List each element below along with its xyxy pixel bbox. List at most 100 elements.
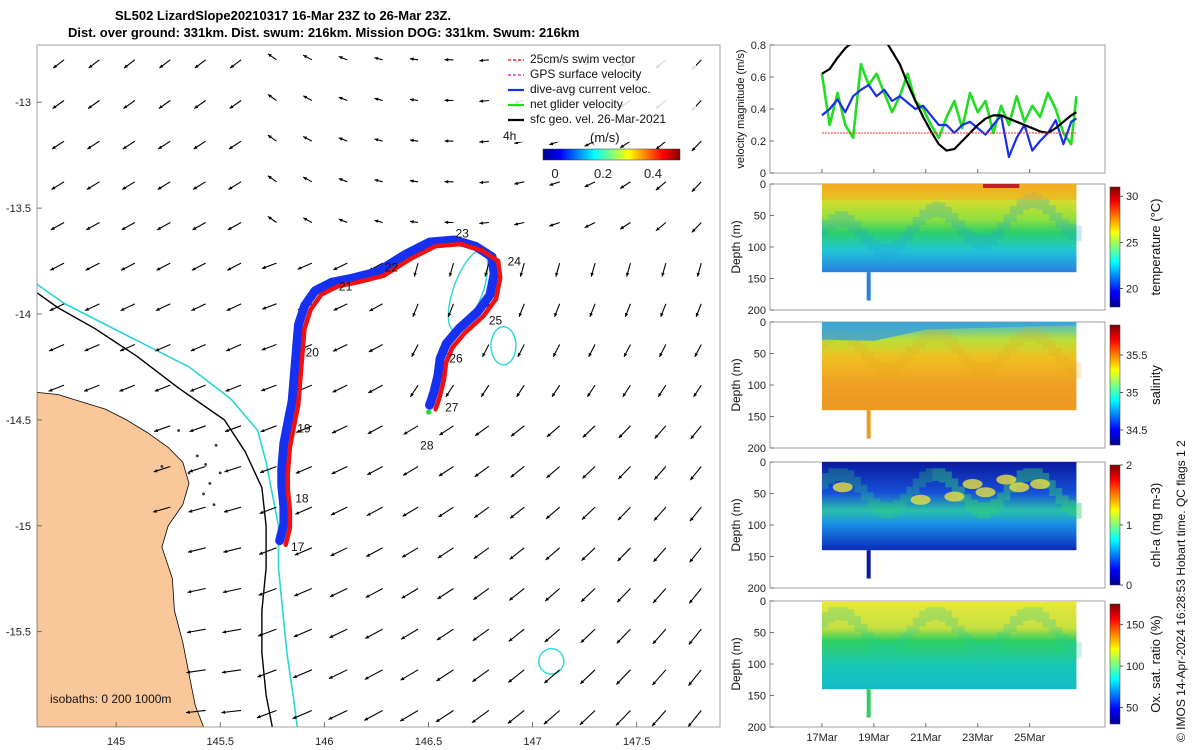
arrow-head — [581, 597, 585, 602]
section-texture — [977, 502, 985, 519]
arrow-head — [549, 182, 554, 186]
arrow-head — [584, 143, 589, 147]
arrow-head — [579, 721, 584, 725]
colorbar-unit: (m/s) — [590, 130, 620, 145]
arrow-head — [186, 670, 191, 674]
arrow-head — [691, 147, 696, 152]
x-tick-label: 145.5 — [206, 736, 234, 748]
reef-island — [187, 471, 191, 475]
section-texture — [873, 240, 881, 257]
arrow-head — [158, 105, 163, 109]
arrow-head — [437, 554, 442, 559]
arrow-head — [652, 681, 657, 686]
section-texture — [1062, 355, 1069, 372]
arrow-head — [545, 556, 550, 561]
arrow-head — [508, 637, 513, 642]
arrow-head — [331, 470, 336, 475]
section-texture — [977, 362, 985, 379]
section-texture — [1049, 619, 1056, 635]
section-ylabel: Depth (m) — [729, 637, 743, 690]
arrow-head — [549, 223, 554, 227]
arrow-head — [444, 57, 449, 62]
arrow-head — [582, 474, 587, 479]
section-data — [821, 601, 1077, 690]
arrow-head — [303, 55, 308, 59]
arrow-head — [292, 715, 297, 719]
arrow-head — [154, 428, 159, 432]
arrow-head — [85, 307, 90, 311]
day-label: 28 — [420, 439, 434, 453]
section-texture — [1023, 468, 1030, 482]
section-texture — [899, 354, 907, 370]
section-texture — [860, 228, 868, 244]
arrow-head — [479, 58, 484, 63]
section-texture — [1049, 480, 1056, 496]
section-texture — [834, 607, 842, 620]
section-texture — [945, 206, 952, 223]
hot-spot — [982, 184, 1020, 188]
arrow-head — [267, 175, 272, 180]
section-texture — [893, 359, 900, 376]
arrow-head — [544, 679, 549, 684]
section-texture — [847, 214, 855, 231]
section-texture — [821, 332, 829, 349]
section-texture — [990, 358, 998, 375]
section-texture — [1003, 623, 1011, 640]
isobath-1000m — [37, 292, 273, 727]
section-texture — [1016, 470, 1024, 487]
y-tick-label: -15.5 — [6, 627, 31, 639]
section-texture — [899, 494, 907, 510]
arrow-head — [260, 469, 265, 473]
arrow-head — [689, 599, 693, 604]
arrow-head — [546, 515, 550, 519]
arrow-head — [261, 347, 266, 351]
section-texture — [828, 468, 835, 484]
arrow-head — [654, 434, 659, 439]
arrow-head — [617, 557, 622, 562]
section-texture — [938, 468, 946, 483]
section-texture — [860, 344, 868, 361]
arrow-head — [122, 145, 127, 150]
arrow-head — [618, 475, 623, 480]
arrow-head — [338, 218, 343, 223]
arrow-head — [553, 352, 557, 357]
section-texture — [1023, 328, 1030, 342]
section-texture — [893, 638, 900, 655]
arrow-head — [86, 226, 91, 230]
arrow-head — [223, 509, 228, 513]
warm-surface — [821, 184, 1077, 200]
section-texture — [912, 617, 920, 634]
section-texture — [971, 232, 978, 249]
section-texture — [1042, 611, 1050, 628]
arrow-head — [49, 307, 54, 311]
section-texture — [1062, 219, 1069, 236]
section-texture — [932, 607, 939, 620]
arrow-head — [444, 220, 449, 225]
isobath-label: isobaths: 0 200 1000m — [50, 692, 171, 706]
arrow-head — [293, 633, 298, 638]
arrow-head — [479, 221, 484, 225]
arrow-head — [158, 145, 163, 150]
section-texture — [1003, 214, 1011, 231]
y-tick-label: 100 — [748, 380, 766, 392]
arrow-head — [584, 183, 589, 187]
section-texture — [945, 471, 952, 488]
x-tick-label: 146.5 — [415, 736, 443, 748]
arrow-head — [257, 633, 262, 637]
section-texture — [971, 499, 978, 516]
section-texture — [977, 641, 985, 658]
arrow-head — [221, 710, 226, 714]
arrow-head — [51, 186, 56, 190]
section-texture — [854, 615, 861, 632]
arrow-head — [544, 638, 549, 643]
arrow-head — [88, 105, 92, 109]
arrow-head — [402, 553, 407, 558]
arrow-head — [333, 348, 338, 352]
arrow-head — [159, 64, 164, 69]
arrow-head — [409, 57, 414, 61]
arrow-head — [444, 139, 449, 143]
colorbar-tick-label: 50 — [1126, 702, 1138, 714]
arrow-head — [259, 510, 264, 514]
arrow-head — [156, 267, 161, 271]
section-texture — [997, 352, 1004, 369]
